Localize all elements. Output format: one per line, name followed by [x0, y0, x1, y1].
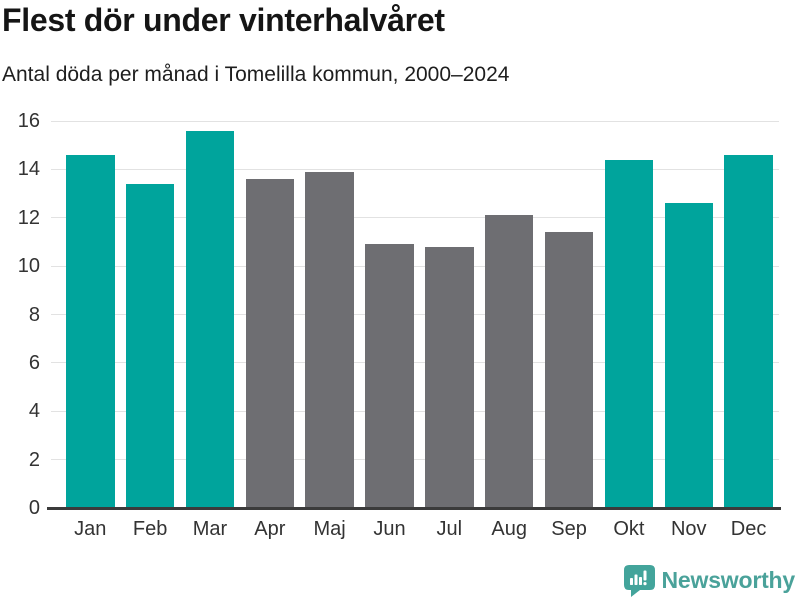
bar-okt	[604, 159, 654, 508]
bar-nov	[664, 203, 713, 508]
x-axis-line	[47, 506, 781, 510]
y-tick-label-16: 16	[17, 110, 40, 132]
y-tick-label-8: 8	[28, 303, 40, 326]
y-tick-label-2: 2	[28, 448, 40, 471]
x-tick-label-okt: Okt	[613, 518, 645, 540]
gridline-16	[51, 120, 779, 122]
gridline-14	[51, 168, 779, 170]
y-tick-label-6: 6	[28, 351, 40, 374]
bar-jul	[425, 246, 474, 508]
x-tick-label-jan: Jan	[74, 518, 107, 540]
gridline-4	[51, 410, 779, 412]
gridline-8	[51, 314, 779, 315]
chart-subtitle: Antal döda per månad i Tomelilla kommun,…	[2, 63, 510, 86]
x-tick-label-nov: Nov	[670, 518, 707, 540]
gridline-2	[51, 459, 779, 461]
gridline-12	[51, 217, 779, 219]
x-tick-label-jun: Jun	[373, 518, 406, 540]
x-tick-label-aug: Aug	[491, 518, 527, 540]
y-tick-label-4: 4	[28, 400, 40, 423]
y-tick-label-10: 10	[17, 255, 40, 278]
x-tick-label-mar: Mar	[192, 518, 228, 540]
newsworthy-logo-text: Newsworthy	[661, 566, 796, 593]
x-tick-label-dec: Dec	[730, 518, 767, 540]
bar-dec	[724, 154, 773, 508]
bar-maj	[305, 171, 354, 508]
bar-jun	[365, 244, 414, 508]
x-tick-label-apr: Apr	[254, 518, 286, 540]
chart-title: Flest dör under vinterhalvåret	[2, 2, 445, 38]
bar-apr	[245, 179, 295, 508]
bar-aug	[484, 215, 534, 508]
bar-mar	[185, 130, 235, 508]
gridline-10	[51, 265, 779, 267]
bar-feb	[125, 183, 175, 508]
x-tick-label-maj: Maj	[313, 518, 346, 540]
bar-jan	[66, 154, 115, 508]
y-tick-label-0: 0	[28, 497, 40, 519]
x-tick-label-jul: Jul	[436, 518, 463, 540]
newsworthy-logo-icon	[623, 564, 655, 597]
y-tick-label-12: 12	[17, 206, 40, 229]
x-tick-label-feb: Feb	[132, 518, 168, 540]
y-tick-label-14: 14	[17, 158, 40, 181]
bar-sep	[544, 232, 594, 508]
x-tick-label-sep: Sep	[551, 518, 587, 540]
gridline-6	[51, 362, 779, 364]
brand-footer: Newsworthy	[623, 563, 795, 597]
